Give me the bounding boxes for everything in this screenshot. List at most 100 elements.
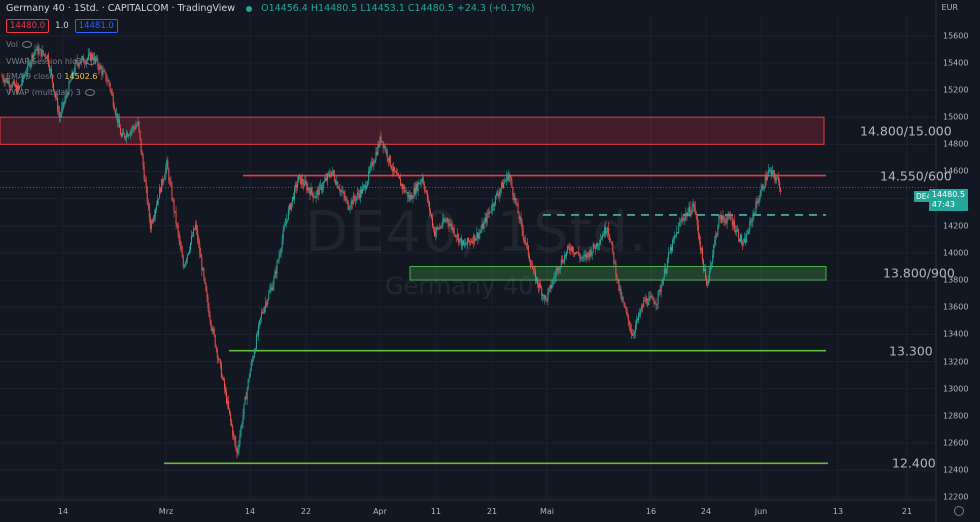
candle-body (365, 185, 367, 190)
candle-body (504, 181, 506, 183)
candle-body (242, 414, 244, 425)
candle-body (30, 62, 32, 67)
candle-body (148, 204, 150, 219)
candle-body (656, 303, 658, 305)
candle-body (436, 227, 438, 233)
candle-body (543, 294, 545, 300)
candle-body (244, 396, 246, 404)
candle-body (23, 75, 25, 78)
zone-label: 14.550/600 (880, 168, 952, 184)
candle-body (406, 191, 408, 193)
candle-body (78, 63, 80, 66)
candle-body (420, 180, 422, 182)
candle-body (683, 219, 685, 221)
candle-body (491, 203, 493, 211)
candle-body (450, 223, 452, 225)
market-open-dot (246, 5, 253, 12)
candle-body (640, 310, 642, 315)
indicator-vwap[interactable]: VWAP Session hlc3 (6, 57, 96, 66)
candle-body (283, 226, 285, 231)
candle-body (35, 49, 37, 51)
symbol-title[interactable]: Germany 40 · 1Std. · CAPITALCOM · Tradin… (6, 3, 236, 14)
candle-body (752, 214, 754, 222)
time-tick-label: 24 (700, 507, 712, 516)
candle-body (243, 403, 245, 415)
candle-body (399, 176, 401, 179)
candle-body (372, 161, 374, 166)
candle-body (381, 140, 383, 142)
candle-body (162, 179, 164, 183)
candle-body (407, 191, 409, 198)
candle-body (778, 177, 780, 182)
buy-button[interactable]: 14481.0 (74, 19, 118, 33)
candle-body (297, 182, 299, 188)
candle-body (77, 63, 79, 66)
candle-body (690, 213, 692, 215)
candle-body (328, 173, 330, 175)
candle-body (721, 215, 723, 223)
time-tick-label: 21 (486, 507, 498, 516)
candle-body (310, 187, 312, 196)
candle-body (502, 182, 504, 189)
candle-body (70, 79, 72, 82)
candle-body (672, 239, 674, 251)
indicator-vwap-multiday[interactable]: VWAP (multiday) 3 (6, 88, 95, 97)
candle-body (24, 75, 26, 78)
candle-body (462, 240, 464, 245)
candle-body (307, 187, 309, 191)
candle-body (254, 349, 256, 352)
candle-body (332, 170, 334, 172)
candle-body (143, 166, 145, 180)
candle-body (218, 359, 220, 361)
candle-body (68, 81, 70, 95)
candle-body (300, 175, 302, 185)
candle-body (182, 257, 184, 267)
indicator-vol[interactable]: Vol (6, 40, 32, 49)
candle-body (138, 121, 140, 131)
gear-icon[interactable] (954, 506, 964, 516)
currency-label[interactable]: EUR (941, 3, 958, 12)
candle-body (587, 252, 589, 254)
candle-body (268, 292, 270, 300)
candle-body (228, 400, 230, 409)
candle-body (54, 90, 56, 94)
candle-body (389, 155, 391, 166)
sell-button[interactable]: 14480.0 (6, 19, 50, 33)
candle-body (479, 232, 481, 234)
candle-body (145, 181, 147, 188)
candle-body (118, 119, 120, 128)
candle-body (349, 206, 351, 209)
candle-body (22, 75, 24, 84)
symbol-tag: DE40 (914, 191, 939, 202)
candle-body (134, 127, 136, 129)
candle-body (704, 268, 706, 279)
candle-body (417, 182, 419, 191)
candle-body (675, 234, 677, 236)
eye-icon[interactable] (85, 58, 96, 65)
candle-body (686, 212, 688, 217)
candle-body (357, 192, 359, 195)
candle-body (514, 197, 516, 201)
candle-body (57, 98, 59, 111)
candle-body (750, 219, 752, 222)
candle-body (367, 181, 369, 186)
price-tick-label: 12200 (943, 492, 969, 502)
candle-body (169, 180, 171, 182)
candle-body (147, 202, 149, 205)
candle-body (660, 285, 662, 292)
candle-body (448, 222, 450, 227)
candle-body (769, 170, 771, 172)
candle-body (308, 187, 310, 191)
eye-icon[interactable] (84, 89, 95, 96)
indicator-ema[interactable]: EMA 9 close 0 14502.6 (6, 72, 97, 81)
candle-body (410, 194, 412, 200)
price-tick-label: 15600 (943, 31, 969, 41)
candle-body (164, 176, 166, 180)
candle-body (463, 243, 465, 245)
eye-icon[interactable] (21, 41, 32, 48)
candle-body (49, 69, 51, 71)
candle-body (1, 76, 3, 78)
candle-body (424, 189, 426, 191)
candle-body (50, 69, 52, 75)
